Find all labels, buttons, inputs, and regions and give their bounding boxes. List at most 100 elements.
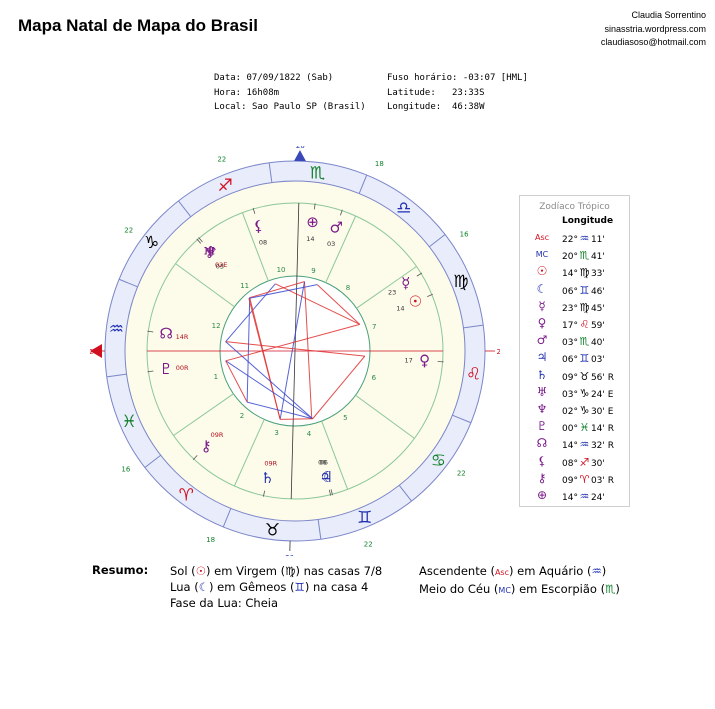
hora-value: 16h08m	[246, 87, 280, 98]
table-row: ♃ 06° ♊ 03'	[520, 350, 629, 368]
lua-planet-icon: ☾	[321, 468, 334, 486]
table-degree: 22°	[562, 235, 578, 245]
table-planet-icon: ☉	[536, 264, 548, 279]
scorpio-icon: ♏	[605, 582, 616, 596]
planet-tick	[196, 238, 202, 244]
table-row: ♀ 17° ♌ 59'	[520, 316, 629, 334]
house-cusp	[355, 394, 415, 439]
fuso-label: Fuso horário:	[387, 73, 458, 83]
table-degree: 17°	[562, 321, 578, 331]
planet-tick	[416, 272, 423, 277]
summary-fase: Fase da Lua: Cheia	[170, 596, 279, 610]
hora-label: Hora:	[214, 87, 242, 98]
lat-label: Latitude:	[387, 87, 436, 98]
summary-text: Sol (	[170, 564, 196, 578]
planet-tick	[147, 330, 154, 333]
summary-text: ) em Escorpião (	[510, 582, 606, 596]
table-sign-icon: ♊	[579, 352, 590, 366]
sun-icon: ☉	[195, 564, 206, 578]
sign-boundary	[106, 373, 127, 378]
summary-mc: Meio do Céu (MC) em Escorpião (♏)	[419, 581, 620, 599]
table-minutes: 03' R	[590, 475, 614, 486]
sagittarius-sign-icon: ♐	[218, 176, 233, 196]
aspect-line	[280, 418, 313, 420]
table-sign-icon: ♈	[579, 472, 590, 486]
table-longitude: 22° ♒ 11'	[562, 232, 605, 245]
table-sign-icon: ♒	[579, 232, 590, 245]
table-header: Longitude	[562, 216, 614, 226]
sign-boundary	[222, 508, 232, 528]
virgo-icon: ♍	[285, 564, 296, 578]
table-sign-icon: ♊	[579, 283, 590, 297]
table-sign-icon: ♑	[579, 404, 590, 417]
qu-ron-planet-icon: ⚷	[201, 437, 212, 455]
planet-degree-label: 17	[405, 356, 413, 364]
table-row: ⚷ 09° ♈ 03' R	[520, 471, 629, 489]
table-longitude: 03° ♑ 24' E	[562, 387, 613, 400]
planet-tick	[147, 370, 154, 373]
table-longitude: 08° ♐ 30'	[562, 456, 605, 469]
table-sign-icon: ♓	[579, 421, 590, 435]
table-minutes: 59'	[590, 321, 605, 331]
j-piter-planet-icon: ♃	[319, 468, 332, 486]
table-sign-icon: ♍	[579, 300, 590, 314]
aspect-line	[225, 360, 313, 420]
planet-degree-label: 03	[216, 262, 224, 270]
table-row: ⊕ 14° ♒ 24'	[520, 488, 629, 506]
house-cusp	[325, 215, 357, 283]
table-degree: 03°	[562, 389, 578, 400]
planet-tick	[252, 207, 256, 214]
house-number: 12	[212, 322, 221, 330]
aquarius-sign-icon: ♒	[109, 320, 124, 340]
cusp-degree-label: 20	[296, 146, 305, 150]
table-minutes: 24' E	[590, 389, 614, 400]
birth-info-right: Fuso horário: -03:07 [HML] Latitude: 23:3…	[387, 71, 528, 115]
table-degree: 03°	[562, 338, 578, 349]
table-sign-icon: ♒	[579, 438, 590, 452]
table-degree: 06°	[562, 286, 578, 297]
pisces-sign-icon: ♓	[121, 412, 136, 432]
sol-planet-icon: ☉	[408, 293, 421, 311]
table-degree: 09°	[562, 372, 578, 383]
house-cusp	[294, 203, 300, 352]
aspect-line	[225, 341, 365, 357]
planet-tick	[198, 237, 203, 243]
table-planet-icon: ♇	[536, 419, 548, 434]
table-longitude: 14° ♒ 24'	[562, 490, 605, 503]
house-number: 9	[311, 267, 315, 275]
table-planet-icon: ♅	[536, 384, 548, 399]
cusp-degree-label: 22	[90, 348, 93, 356]
house-number: 2	[240, 412, 244, 420]
moon-icon: ☾	[198, 580, 209, 594]
table-degree: 14°	[562, 269, 578, 280]
table-planet-icon: MC	[535, 250, 549, 260]
table-planet-icon: Asc	[534, 233, 550, 242]
planet-degree-label: 06	[318, 459, 326, 467]
table-sign-icon: ♑	[579, 386, 590, 400]
summary-text: )	[615, 582, 620, 596]
lilith-planet-icon: ⚸	[253, 217, 264, 235]
gemini-icon: ♊	[294, 580, 305, 594]
data-value: 07/09/1822 (Sab)	[246, 73, 334, 83]
cusp-degree-label: 16	[121, 466, 130, 474]
cusp-degree-label: 22	[124, 226, 133, 234]
table-longitude: 23° ♍ 45'	[562, 301, 605, 314]
cusp-degree-label: 16	[460, 230, 469, 238]
table-minutes: 45'	[590, 303, 605, 314]
sign-boundary	[463, 324, 484, 329]
table-longitude: 09° ♈ 03' R	[562, 473, 614, 486]
sign-boundary	[398, 484, 412, 502]
sign-boundary	[317, 519, 322, 540]
midheaven-icon: MC	[498, 586, 511, 595]
table-planet-icon: ♃	[536, 350, 548, 365]
house-cusp	[321, 420, 349, 490]
table-minutes: 46'	[590, 286, 605, 297]
lat-value: 23:33S	[452, 87, 485, 98]
table-degree: 02°	[562, 407, 578, 417]
midheaven-arrow-icon	[293, 150, 306, 162]
sign-boundary	[118, 278, 138, 288]
sign-boundary	[452, 414, 472, 424]
house-number: 8	[346, 284, 350, 292]
gemini-sign-icon: ♊	[357, 508, 372, 528]
house-number: 6	[372, 374, 377, 382]
